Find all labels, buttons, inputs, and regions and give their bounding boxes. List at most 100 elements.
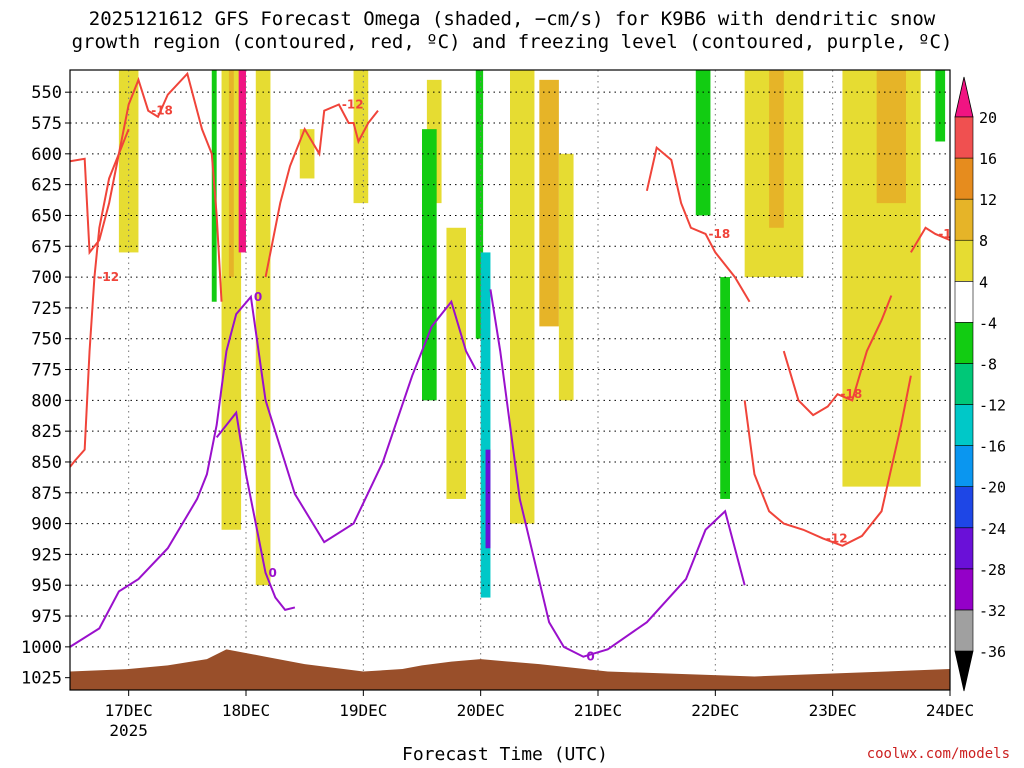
y-tick-label-5: 675 [31, 237, 62, 257]
colorbar-bin-4 [954, 445, 974, 487]
colorbar-bottom-arrow [954, 650, 974, 692]
x-tick-label-2: 19DEC [339, 701, 387, 720]
terrain-layer [70, 649, 950, 690]
y-tick-label-14: 900 [31, 515, 62, 535]
y-tick-label-15: 925 [31, 545, 62, 565]
colorbar-top-arrow [954, 76, 974, 118]
x-tick-label-1: 18DEC [222, 701, 270, 720]
x-tick-label-5: 22DEC [691, 701, 739, 720]
omega-shade-region-11 [475, 70, 484, 339]
omega-shade-region-12 [480, 252, 491, 598]
omega-shade-region-4 [238, 70, 246, 253]
y-tick-label-6: 700 [31, 268, 62, 288]
omega-shade-region-20 [769, 70, 784, 228]
colorbar-label-12: 16 [979, 150, 997, 168]
x-tick-label-6: 23DEC [809, 701, 857, 720]
freezing-contour-label-1: 0 [269, 566, 277, 580]
y-tick-label-19: 1025 [21, 669, 62, 689]
x-axis-label: Forecast Time (UTC) [402, 744, 608, 765]
colorbar-bin-3 [954, 486, 974, 529]
dendritic-contour-label-5: -18 [938, 227, 960, 241]
colorbar-label-10: 8 [979, 232, 988, 250]
colorbar-bin-9 [954, 239, 974, 282]
dendritic-contour-label-3: -18 [709, 227, 731, 241]
dendritic-contour-label-2: -12 [342, 98, 364, 112]
y-tick-label-17: 975 [31, 607, 62, 627]
colorbar-label-4: -20 [979, 479, 1006, 497]
chart-title-line2: growth region (contoured, red, ºC) and f… [71, 31, 953, 53]
dendritic-contour-4 [782, 295, 893, 417]
colorbar-label-2: -28 [979, 561, 1006, 579]
y-tick-label-13: 875 [31, 484, 62, 504]
x-tick-label-4: 21DEC [574, 701, 622, 720]
omega-shade-region-0 [118, 70, 139, 253]
colorbar-bin-12 [954, 116, 974, 159]
freezing-contour-2 [489, 289, 746, 658]
colorbar-bin-7 [954, 322, 974, 364]
omega-shade-region-17 [695, 70, 711, 216]
dendritic-contour-2 [264, 103, 379, 278]
dendritic-contour-label-0: -18 [151, 104, 173, 118]
freezing-contour-label-0: 0 [254, 290, 262, 304]
x-tick-label-0: 17DEC [105, 701, 153, 720]
y-tick-label-11: 825 [31, 422, 62, 442]
y-tick-label-1: 575 [31, 114, 62, 134]
omega-shade-region-13 [485, 449, 491, 549]
omega-shade-region-2 [228, 70, 234, 278]
dendritic-contour-6 [743, 375, 912, 547]
dendritic-contour-label-6: -12 [826, 531, 848, 545]
omega-shade-region-14 [510, 70, 535, 524]
dendritic-contour-1 [70, 128, 130, 468]
colorbar-bin-5 [954, 404, 974, 446]
y-tick-label-16: 950 [31, 576, 62, 596]
colorbar-bin-11 [954, 157, 974, 200]
colorbar-label-0: -36 [979, 643, 1006, 661]
colorbar-bin-2 [954, 527, 974, 570]
colorbar-label-13: 20 [979, 109, 997, 127]
omega-shade-region-9 [446, 227, 466, 499]
omega-shade-region-23 [935, 70, 946, 142]
dendritic-contour-3 [645, 145, 751, 303]
freezing-level-layer: 0 0 0 [70, 289, 746, 664]
grid-layer [70, 70, 950, 690]
omega-shade-region-15 [539, 79, 559, 327]
colorbar-label-7: -8 [979, 355, 997, 373]
colorbar-label-3: -24 [979, 520, 1006, 538]
dendritic-contour-0 [70, 71, 223, 302]
y-axis: 550 575 600 625 650 675 700 725 750 775 800 825 850 8… [21, 83, 70, 689]
colorbar-label-8: -4 [979, 314, 997, 332]
y-tick-label-18: 1000 [21, 638, 62, 658]
omega-shade-region-18 [720, 277, 730, 499]
omega-shade-region-22 [876, 70, 906, 204]
dendritic-contour-label-4: -18 [841, 387, 863, 401]
omega-shade-region-5 [255, 70, 271, 586]
y-tick-label-8: 750 [31, 330, 62, 350]
watermark-link: coolwx.com/models [866, 746, 1010, 762]
y-tick-label-9: 775 [31, 361, 62, 381]
colorbar-bin-8 [954, 281, 974, 323]
y-tick-label-10: 800 [31, 391, 62, 411]
dendritic-contour-5 [910, 226, 950, 253]
omega-shading-layer [118, 70, 946, 598]
colorbar-bin-1 [954, 568, 974, 611]
y-tick-label-0: 550 [31, 83, 62, 103]
y-tick-label-2: 600 [31, 145, 62, 165]
colorbar-bin-10 [954, 198, 974, 241]
colorbar-label-5: -16 [979, 438, 1006, 456]
colorbar-label-6: -12 [979, 397, 1006, 415]
terrain-area [70, 649, 950, 690]
colorbar-bin-0 [954, 609, 974, 652]
colorbar-label-11: 12 [979, 191, 997, 209]
dendritic-contour-label-1: -12 [97, 270, 119, 284]
x-tick-sublabel-0: 2025 [109, 721, 148, 740]
freezing-contour-0 [70, 294, 477, 648]
chart-title-line1: 2025121612 GFS Forecast Omega (shaded, −… [88, 8, 936, 30]
freezing-contour-1 [215, 410, 296, 612]
x-tick-label-7: 24DEC [926, 701, 974, 720]
dendritic-contour-layer: -18 -12 -12 -18 -18 -18 -12 [70, 71, 960, 547]
freezing-contour-label-2: 0 [586, 650, 594, 664]
y-tick-label-7: 725 [31, 299, 62, 319]
colorbar-label-1: -32 [979, 602, 1006, 620]
